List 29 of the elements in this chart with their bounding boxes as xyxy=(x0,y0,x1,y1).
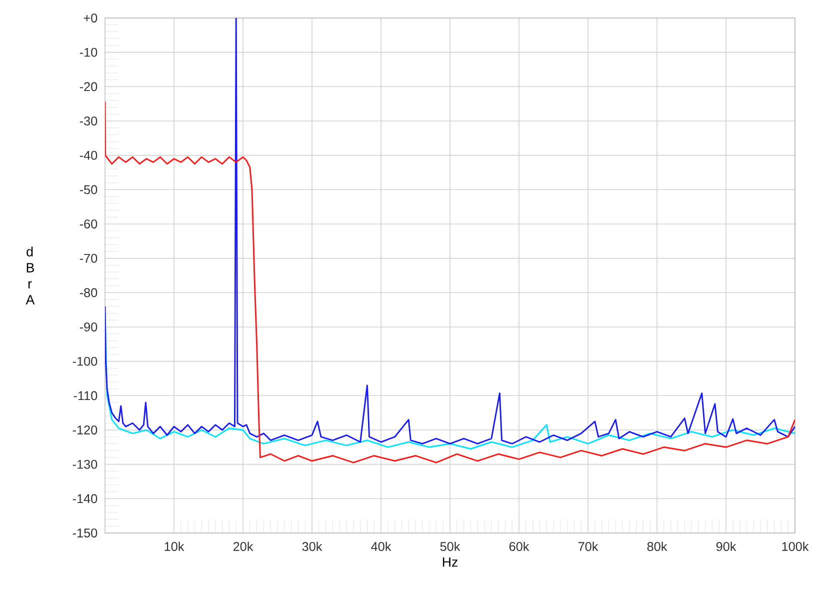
line-series xyxy=(105,18,795,444)
x-tick-label: 20k xyxy=(233,542,254,551)
x-tick-label: 60k xyxy=(509,542,530,551)
x-tick-label: 30k xyxy=(302,542,322,551)
y-tick-label: -90 xyxy=(80,322,98,332)
y-tick-label: -30 xyxy=(80,116,98,126)
x-tick-label: 80k xyxy=(647,542,668,551)
y-tick-label: -50 xyxy=(80,185,98,194)
y-tick-label: -70 xyxy=(80,254,98,263)
x-tick-label: 10k xyxy=(164,542,184,551)
y-tick-label: -10 xyxy=(80,48,98,57)
y-tick-label: -120 xyxy=(72,426,98,434)
y-tick-label: -40 xyxy=(80,150,98,160)
x-tick-label: 70k xyxy=(578,542,598,551)
y-tick-label: -80 xyxy=(80,288,98,298)
x-tick-label: 100k xyxy=(782,542,809,551)
y-tick-label: -100 xyxy=(72,356,98,366)
y-tick-label: -20 xyxy=(80,82,98,92)
y-tick-label: -150 xyxy=(72,528,98,538)
x-tick-label: 50k xyxy=(440,542,460,551)
y-tick-label: +0 xyxy=(84,14,98,22)
x-axis-title: Hz xyxy=(442,557,458,567)
y-tick-label: -130 xyxy=(72,460,98,469)
y-tick-label: -110 xyxy=(74,391,98,400)
y-tick-label: -60 xyxy=(80,220,98,228)
x-tick-label: 40k xyxy=(371,542,392,551)
y-tick-label: -140 xyxy=(72,494,98,504)
x-tick-label: 90k xyxy=(716,542,736,551)
y-axis-title: d B r A xyxy=(26,246,35,304)
